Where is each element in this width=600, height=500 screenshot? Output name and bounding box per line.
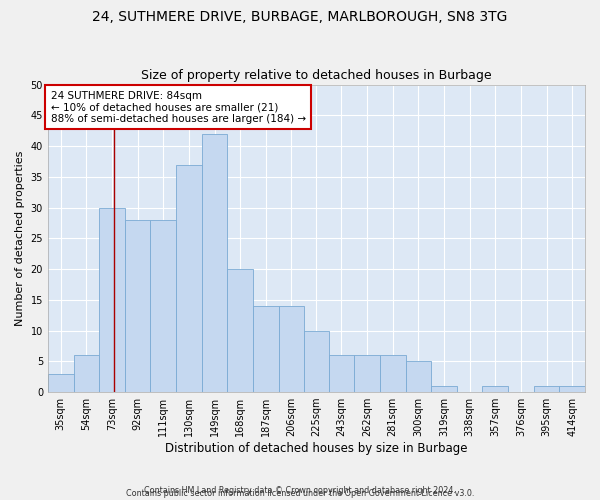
Bar (278, 306, 304, 392)
Bar (176, 164, 202, 392)
Bar (559, 386, 585, 392)
Bar (99, 208, 125, 392)
Bar (431, 386, 457, 392)
Bar (354, 355, 380, 392)
Text: Contains HM Land Registry data © Crown copyright and database right 2024.: Contains HM Land Registry data © Crown c… (144, 486, 456, 495)
Bar (74, 355, 99, 392)
Text: 24, SUTHMERE DRIVE, BURBAGE, MARLBOROUGH, SN8 3TG: 24, SUTHMERE DRIVE, BURBAGE, MARLBOROUGH… (92, 10, 508, 24)
Bar (151, 220, 176, 392)
Bar (380, 355, 406, 392)
X-axis label: Distribution of detached houses by size in Burbage: Distribution of detached houses by size … (165, 442, 468, 455)
Bar (406, 362, 431, 392)
Bar (329, 355, 354, 392)
Text: 24 SUTHMERE DRIVE: 84sqm
← 10% of detached houses are smaller (21)
88% of semi-d: 24 SUTHMERE DRIVE: 84sqm ← 10% of detach… (50, 90, 306, 124)
Bar (253, 306, 278, 392)
Y-axis label: Number of detached properties: Number of detached properties (15, 150, 25, 326)
Bar (534, 386, 559, 392)
Bar (304, 330, 329, 392)
Title: Size of property relative to detached houses in Burbage: Size of property relative to detached ho… (141, 69, 492, 82)
Bar (48, 374, 74, 392)
Bar (202, 134, 227, 392)
Bar (482, 386, 508, 392)
Text: Contains public sector information licensed under the Open Government Licence v3: Contains public sector information licen… (126, 488, 474, 498)
Bar (227, 269, 253, 392)
Bar (125, 220, 151, 392)
